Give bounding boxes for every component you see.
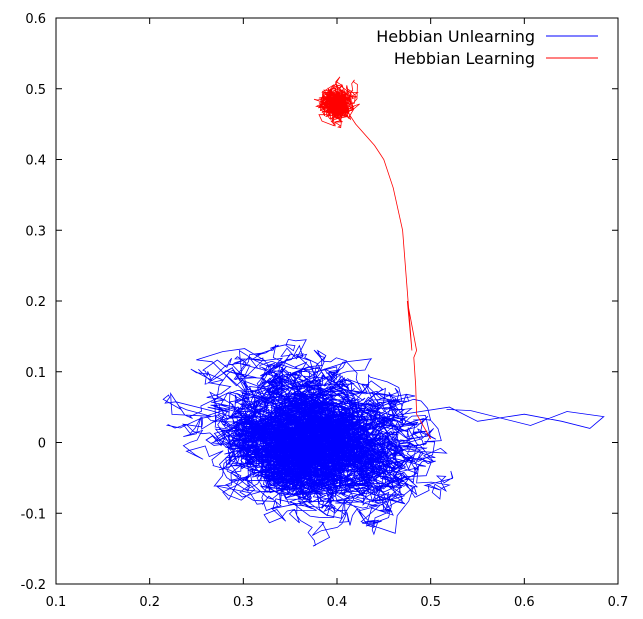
x-tick-label: 0.1	[46, 595, 67, 610]
y-tick-label: 0.3	[25, 224, 46, 239]
y-tick-label: -0.1	[21, 507, 46, 522]
x-tick-label: 0.3	[233, 595, 254, 610]
x-tick-label: 0.4	[327, 595, 348, 610]
y-tick-label: -0.2	[21, 578, 46, 593]
x-tick-label: 0.2	[139, 595, 160, 610]
x-tick-label: 0.7	[608, 595, 629, 610]
x-tick-label: 0.5	[420, 595, 441, 610]
legend-label-unlearning: Hebbian Unlearning	[376, 27, 535, 46]
y-tick-label: 0.2	[25, 295, 46, 310]
data-layer	[162, 76, 605, 547]
x-tick-label: 0.6	[514, 595, 535, 610]
y-tick-label: 0.1	[25, 366, 46, 381]
series-hebbian-learning	[313, 76, 432, 440]
y-tick-label: 0.6	[25, 12, 46, 27]
axes: 0.1 0.2 0.3 0.4 0.5 0.6 0.7 -0.2 -0.1 0 0.1 0.2 0.3 0…	[21, 12, 629, 610]
legend-label-learning: Hebbian Learning	[394, 49, 535, 68]
y-tick-label: 0.4	[25, 154, 46, 169]
y-tick-label: 0.5	[25, 83, 46, 98]
legend: Hebbian Unlearning Hebbian Learning	[376, 27, 598, 68]
series-hebbian-unlearning	[162, 338, 605, 547]
y-tick-label: 0	[38, 437, 46, 452]
